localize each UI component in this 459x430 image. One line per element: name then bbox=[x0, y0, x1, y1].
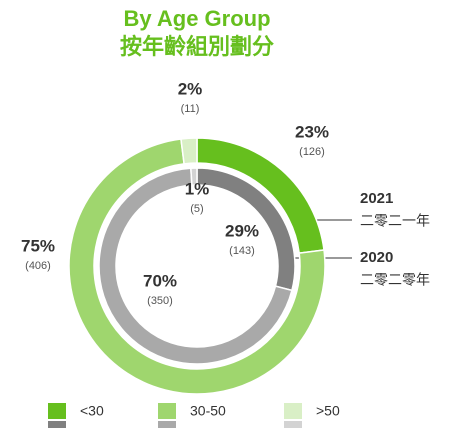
legend-swatch bbox=[158, 403, 176, 419]
count-label: (5) bbox=[190, 203, 203, 215]
legend-swatch bbox=[284, 421, 302, 428]
count-label: (350) bbox=[147, 295, 173, 307]
series-name: 2020 bbox=[360, 249, 393, 266]
legend-swatch bbox=[48, 421, 66, 428]
donut-segment bbox=[180, 137, 198, 165]
count-label: (406) bbox=[25, 260, 51, 272]
donut-segment bbox=[98, 167, 293, 365]
value-label: 75% bbox=[21, 236, 55, 255]
value-label: 23% bbox=[295, 122, 329, 141]
donut-segment bbox=[190, 167, 198, 186]
count-label: (11) bbox=[181, 103, 200, 115]
donut-segment bbox=[68, 138, 326, 395]
value-label: 2% bbox=[178, 79, 203, 98]
legend-swatch bbox=[48, 403, 66, 419]
value-label: 70% bbox=[143, 271, 177, 290]
legend-label: >50 bbox=[316, 403, 340, 419]
value-label: 29% bbox=[225, 221, 259, 240]
chart-subtitle: 按年齡組別劃分 bbox=[120, 34, 274, 59]
legend-swatch bbox=[158, 421, 176, 428]
value-label: 1% bbox=[185, 179, 210, 198]
count-label: (143) bbox=[229, 245, 255, 257]
legend-swatch bbox=[284, 403, 302, 419]
series-label: 二零二一年 bbox=[360, 213, 430, 229]
series-name: 2021 bbox=[360, 190, 393, 207]
legend-label: 30-50 bbox=[190, 403, 226, 419]
legend-label: <30 bbox=[80, 403, 104, 419]
chart-title: By Age Group bbox=[123, 6, 270, 31]
series-label: 二零二零年 bbox=[360, 272, 430, 288]
count-label: (126) bbox=[299, 146, 325, 158]
